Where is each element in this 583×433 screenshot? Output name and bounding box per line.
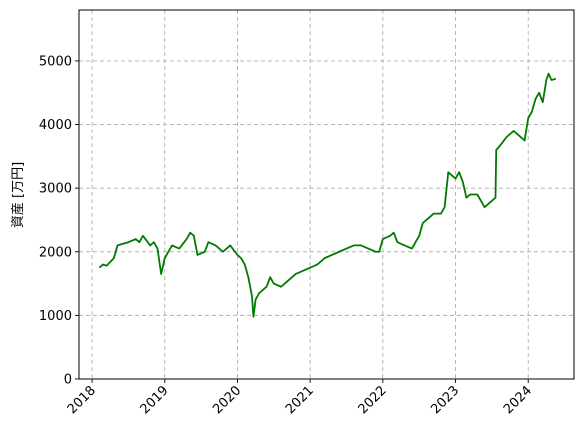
data-line xyxy=(98,72,557,318)
y-tick-label: 3000 xyxy=(39,182,72,197)
x-tick-label: 2023 xyxy=(428,383,462,417)
x-tick-label: 2022 xyxy=(356,383,390,417)
y-tick-label: 1000 xyxy=(39,309,72,324)
y-axis-label: 資産 [万円] xyxy=(10,162,26,228)
y-tick-label: 0 xyxy=(64,373,72,388)
x-tick-label: 2021 xyxy=(283,383,317,417)
x-tick-label: 2024 xyxy=(501,383,535,417)
plot-frame xyxy=(78,9,575,380)
x-tick-label: 2019 xyxy=(138,383,172,417)
x-tick-label: 2018 xyxy=(65,383,99,417)
y-tick-label: 2000 xyxy=(39,245,72,260)
y-tick-label: 4000 xyxy=(39,118,72,133)
y-tick-label: 5000 xyxy=(39,54,72,69)
x-tick-label: 2020 xyxy=(210,383,244,417)
